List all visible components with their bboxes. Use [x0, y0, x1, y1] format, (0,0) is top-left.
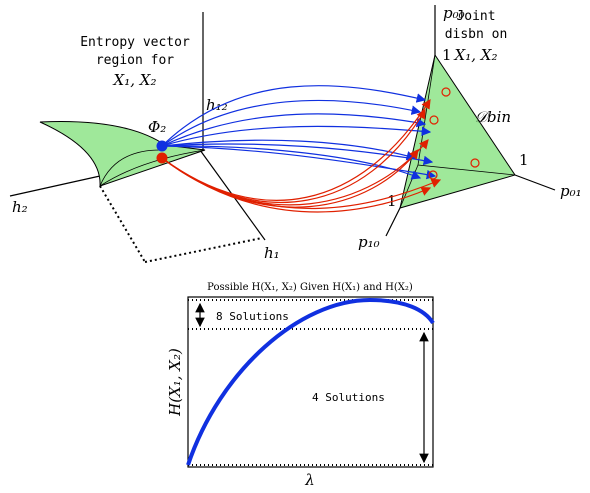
blue-curve: [162, 100, 420, 146]
plot-title: Possible H(X₁, X₂) Given H(X₁) and H(X₂): [207, 282, 413, 293]
annotation: 4 Solutions: [312, 391, 385, 404]
entropy-curve: [188, 300, 433, 465]
y-axis-label: H(X₁, X₂): [166, 348, 184, 417]
region-label: 𝒟bin: [475, 108, 511, 126]
right-title: X₁, X₂: [454, 46, 498, 64]
blue-curve: [162, 126, 430, 146]
probability-simplex: Joint disbn on X₁, X₂ p₀₀ p₀₁ p₁₀ 1 1 1 …: [358, 4, 582, 251]
vertex-label: 1: [519, 151, 529, 169]
red-point: [157, 153, 168, 164]
point-label: Φ₂: [148, 118, 166, 136]
axis-p10: [386, 208, 400, 236]
axis-label: p₀₀: [443, 4, 465, 22]
figure: Entropy vector region for X₁, X₂ Φ₂ h₁₂ …: [0, 0, 590, 493]
right-title: disbn on: [445, 27, 508, 42]
axis-label: p₀₁: [560, 182, 582, 200]
bottom-plot: Possible H(X₁, X₂) Given H(X₁) and H(X₂)…: [166, 282, 433, 489]
entropy-region: Entropy vector region for X₁, X₂ Φ₂ h₁₂ …: [10, 12, 280, 262]
annotation: 8 Solutions: [216, 310, 289, 323]
axis-h2: [10, 176, 100, 196]
blue-point: [157, 141, 168, 152]
left-title: region for: [96, 53, 174, 68]
axis-label: h₁: [264, 244, 280, 262]
axis-p01: [515, 175, 555, 190]
dotted-edge: [100, 186, 145, 262]
red-curve: [162, 150, 418, 207]
left-title: X₁, X₂: [113, 71, 157, 89]
vertex-label: 1: [442, 46, 452, 64]
region-surface: [40, 121, 205, 186]
left-title: Entropy vector: [80, 35, 190, 50]
axis-label: p₁₀: [358, 233, 380, 251]
x-axis-label: λ: [304, 471, 315, 489]
axis-label: h₂: [12, 198, 28, 216]
dotted-edge: [145, 238, 262, 262]
